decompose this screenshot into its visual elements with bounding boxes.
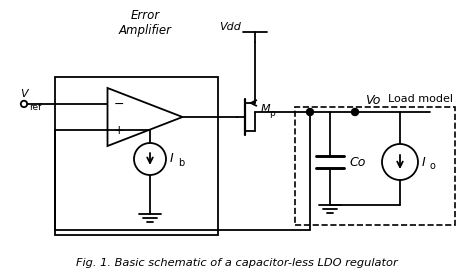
Text: M: M xyxy=(261,104,271,114)
Circle shape xyxy=(382,144,418,180)
Polygon shape xyxy=(108,88,182,146)
Text: Load model: Load model xyxy=(388,94,453,104)
Text: +: + xyxy=(113,124,124,137)
Text: Co: Co xyxy=(349,155,365,168)
Text: ref: ref xyxy=(29,103,41,112)
Text: Fig. 1. Basic schematic of a capacitor-less LDO regulator: Fig. 1. Basic schematic of a capacitor-l… xyxy=(76,258,398,268)
Circle shape xyxy=(352,109,358,116)
Bar xyxy=(295,107,455,225)
Text: I: I xyxy=(422,155,426,168)
Text: p: p xyxy=(269,109,275,119)
Text: o: o xyxy=(430,161,436,171)
Text: I: I xyxy=(170,153,174,165)
Bar xyxy=(55,77,218,235)
Text: Error
Amplifier: Error Amplifier xyxy=(118,9,172,37)
Circle shape xyxy=(307,109,313,116)
Text: Vo: Vo xyxy=(365,94,380,107)
Text: Vdd: Vdd xyxy=(219,22,241,32)
Text: −: − xyxy=(113,98,124,111)
Circle shape xyxy=(134,143,166,175)
Text: b: b xyxy=(178,158,184,168)
Text: V: V xyxy=(20,89,28,99)
